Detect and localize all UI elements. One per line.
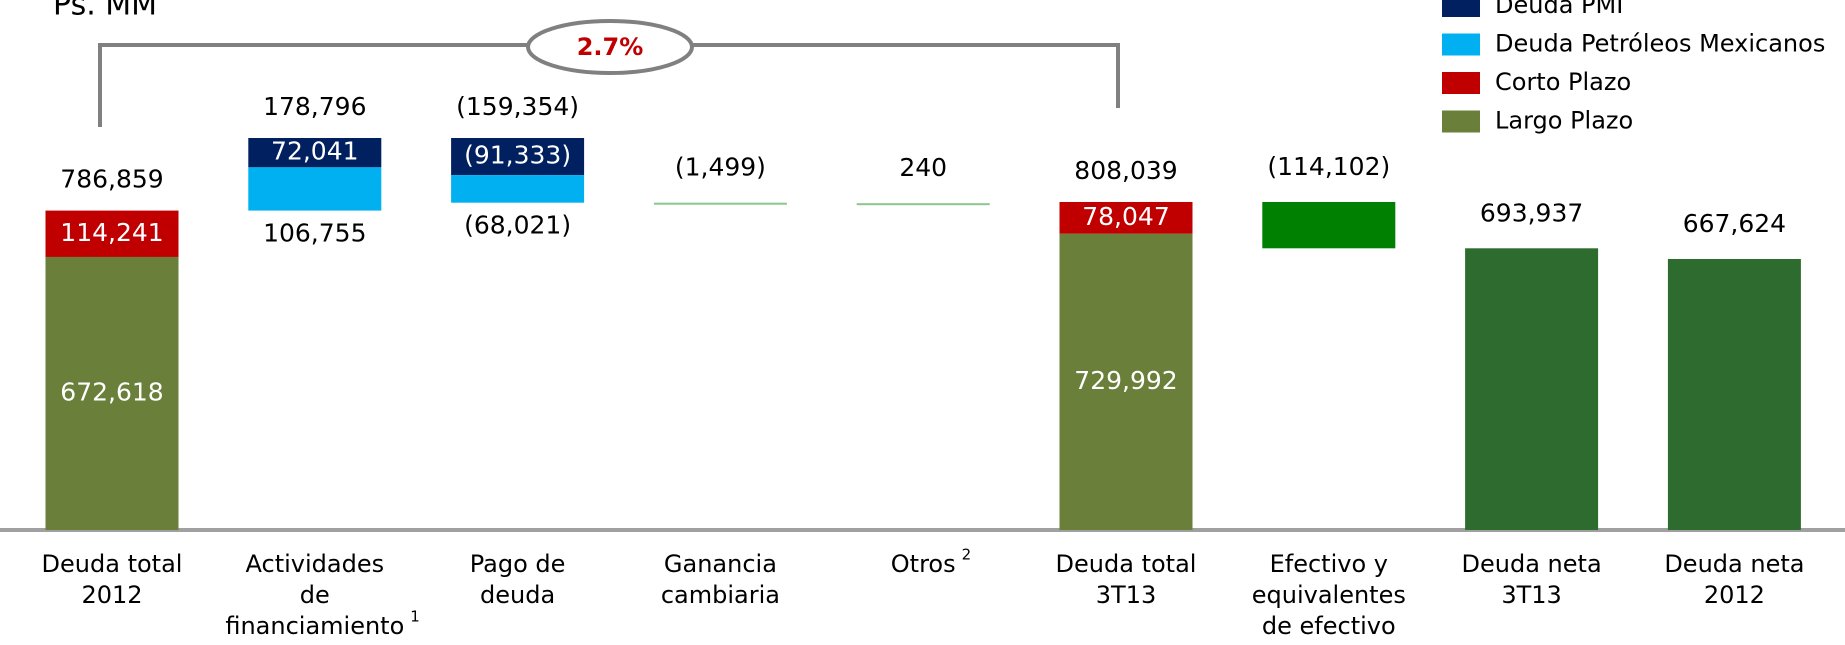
x-tick-label: Deuda neta xyxy=(1462,550,1602,578)
legend-swatch xyxy=(1442,33,1480,56)
x-tick-label: Deuda total xyxy=(1056,550,1197,578)
value-label: 667,624 xyxy=(1683,209,1786,238)
bar-segment xyxy=(451,138,585,176)
x-tick-label: Otros xyxy=(891,550,956,578)
bar-segment xyxy=(1059,201,1193,234)
x-tick-label: Ganancia xyxy=(664,550,777,578)
footnote-mark: 1 xyxy=(410,608,420,626)
bar-segment xyxy=(451,175,585,203)
bar-segment xyxy=(248,138,382,168)
bar-segment xyxy=(45,256,179,530)
annotation: 2.7% xyxy=(577,33,644,61)
total-label: 786,859 xyxy=(60,165,163,194)
value-label: 693,937 xyxy=(1480,198,1583,227)
total-label: 178,796 xyxy=(263,92,366,121)
x-tick-label: 2012 xyxy=(81,581,142,609)
x-tick-label: equivalentes xyxy=(1252,581,1406,609)
bar-segment xyxy=(248,167,382,211)
x-tick-label: Efectivo y xyxy=(1270,550,1388,578)
legend-label: Corto Plazo xyxy=(1495,68,1631,96)
value-label: (114,102) xyxy=(1267,152,1390,181)
segment-label: (68,021) xyxy=(464,211,571,240)
bar-segment xyxy=(45,210,179,257)
bar xyxy=(1667,258,1801,530)
x-tick-label: Deuda total xyxy=(42,550,183,578)
legend-swatch xyxy=(1442,72,1480,94)
segment-label: (91,333) xyxy=(464,141,571,170)
bar xyxy=(653,202,787,205)
annotation-ellipse xyxy=(526,19,694,75)
legend-label: Deuda PMI xyxy=(1495,0,1623,19)
x-tick-label: 3T13 xyxy=(1501,581,1561,609)
subtitle: Ps. MM xyxy=(53,0,157,23)
segment-label: 672,618 xyxy=(60,377,163,406)
total-label: 808,039 xyxy=(1074,156,1177,185)
total-label: (159,354) xyxy=(456,92,579,121)
legend-label: Deuda Petróleos Mexicanos xyxy=(1495,30,1825,58)
x-tick-label: Deuda neta xyxy=(1664,550,1804,578)
x-tick-label: cambiaria xyxy=(661,581,780,609)
footnote-mark: 2 xyxy=(962,546,972,564)
value-label: 240 xyxy=(899,153,947,182)
segment-label: 729,992 xyxy=(1074,366,1177,395)
x-tick-label: Actividades xyxy=(246,550,385,578)
legend-swatch xyxy=(1442,0,1480,17)
legend-label: Largo Plazo xyxy=(1495,107,1633,135)
segment-label: 78,047 xyxy=(1082,202,1169,231)
x-tick-label: deuda xyxy=(480,581,555,609)
segment-label: 114,241 xyxy=(60,218,163,247)
x-tick-label: de xyxy=(300,581,330,609)
x-tick-label: financiamiento xyxy=(225,612,404,640)
legend-swatch xyxy=(1442,110,1480,133)
x-tick-label: Pago de xyxy=(470,550,566,578)
bar xyxy=(1262,201,1396,249)
segment-label: 106,755 xyxy=(263,219,366,248)
bar xyxy=(1465,248,1599,531)
x-tick-label: de efectivo xyxy=(1262,612,1396,640)
bar xyxy=(856,203,990,206)
x-tick-label: 2012 xyxy=(1704,581,1765,609)
bar-segment xyxy=(1059,233,1193,530)
x-tick-label: 3T13 xyxy=(1096,581,1156,609)
value-label: (1,499) xyxy=(675,153,766,182)
segment-label: 72,041 xyxy=(271,137,358,166)
